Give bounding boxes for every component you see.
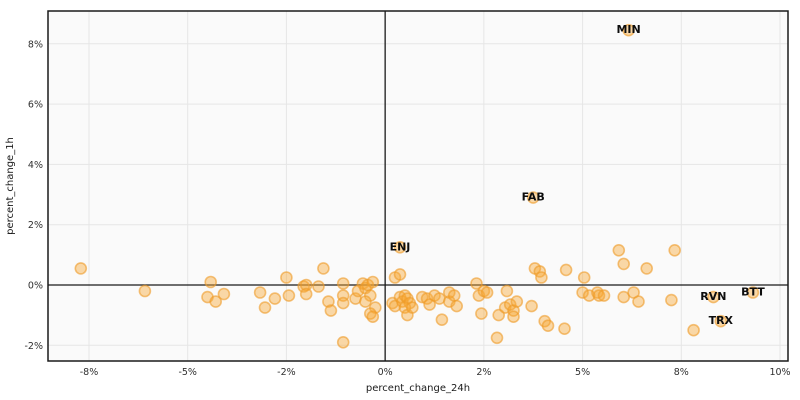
data-point: [510, 295, 524, 308]
y-tick-label: 4%: [28, 160, 43, 171]
data-point: [622, 23, 635, 37]
data-point: [268, 292, 282, 305]
data-point: [714, 314, 728, 328]
data-point: [366, 275, 380, 289]
data-point: [299, 287, 313, 301]
data-point: [359, 295, 372, 308]
data-point: [503, 298, 517, 311]
point-annotation-rvn: RVN: [700, 290, 726, 303]
x-tick-label: -2%: [277, 367, 296, 378]
data-point: [617, 257, 631, 271]
x-tick-label: 10%: [769, 367, 790, 378]
plot-background: [48, 11, 788, 361]
x-tick-label: -8%: [80, 367, 99, 378]
x-axis-title: percent_change_24h: [366, 383, 470, 394]
data-point: [576, 286, 589, 299]
data-point: [204, 275, 217, 289]
data-point: [525, 299, 538, 313]
data-point: [541, 319, 555, 333]
data-point: [324, 304, 338, 317]
data-point: [507, 310, 520, 324]
data-point: [632, 295, 645, 308]
y-tick-label: 8%: [28, 39, 43, 50]
data-point: [435, 313, 449, 327]
plot-border: [47, 10, 789, 362]
x-tick-label: -5%: [178, 367, 197, 378]
point-annotation-fab: FAB: [522, 191, 545, 204]
data-point: [253, 286, 267, 299]
data-point: [405, 301, 419, 314]
point-annotation-trx: TRX: [709, 314, 734, 327]
data-point: [280, 271, 293, 284]
data-point: [526, 191, 540, 204]
data-point: [640, 262, 654, 275]
point-annotation-min: MIN: [616, 23, 640, 36]
data-point: [138, 284, 152, 298]
data-point: [535, 271, 548, 284]
data-point: [558, 322, 571, 336]
y-tick-label: -2%: [25, 341, 44, 352]
x-tick-label: 8%: [674, 367, 689, 378]
data-point: [336, 335, 350, 349]
y-tick-label: 6%: [28, 100, 43, 111]
x-tick-label: 0%: [378, 367, 393, 378]
data-point: [450, 299, 464, 313]
data-point: [475, 307, 488, 320]
data-point: [746, 286, 760, 299]
data-point: [617, 290, 631, 304]
data-point: [687, 323, 700, 337]
data-point: [480, 286, 494, 299]
y-tick-label: 0%: [28, 281, 43, 292]
data-point: [559, 263, 573, 277]
point-annotation-btt: BTT: [741, 286, 765, 299]
data-point: [393, 268, 407, 281]
data-point: [366, 310, 380, 324]
data-point: [258, 301, 272, 314]
x-tick-label: 2%: [476, 367, 491, 378]
data-point: [336, 296, 350, 310]
data-point: [282, 289, 296, 302]
y-axis-title: percent_change_1h: [5, 137, 16, 235]
data-point: [597, 289, 611, 302]
data-point: [317, 262, 330, 275]
data-point: [299, 278, 313, 292]
data-point: [500, 284, 514, 298]
data-point: [209, 295, 222, 308]
data-point: [312, 280, 325, 293]
data-point: [447, 289, 461, 302]
x-tick-label: 5%: [575, 367, 590, 378]
data-point: [74, 262, 88, 275]
data-point: [490, 331, 504, 345]
data-point: [577, 271, 591, 284]
data-point: [707, 290, 720, 304]
point-annotation-enj: ENJ: [390, 240, 411, 253]
data-point: [668, 244, 682, 257]
y-tick-label: 2%: [28, 220, 43, 231]
data-point: [665, 293, 678, 307]
data-point: [393, 241, 407, 254]
data-point: [217, 287, 231, 301]
data-point: [470, 277, 483, 290]
data-point: [336, 277, 350, 290]
data-point: [612, 244, 626, 257]
